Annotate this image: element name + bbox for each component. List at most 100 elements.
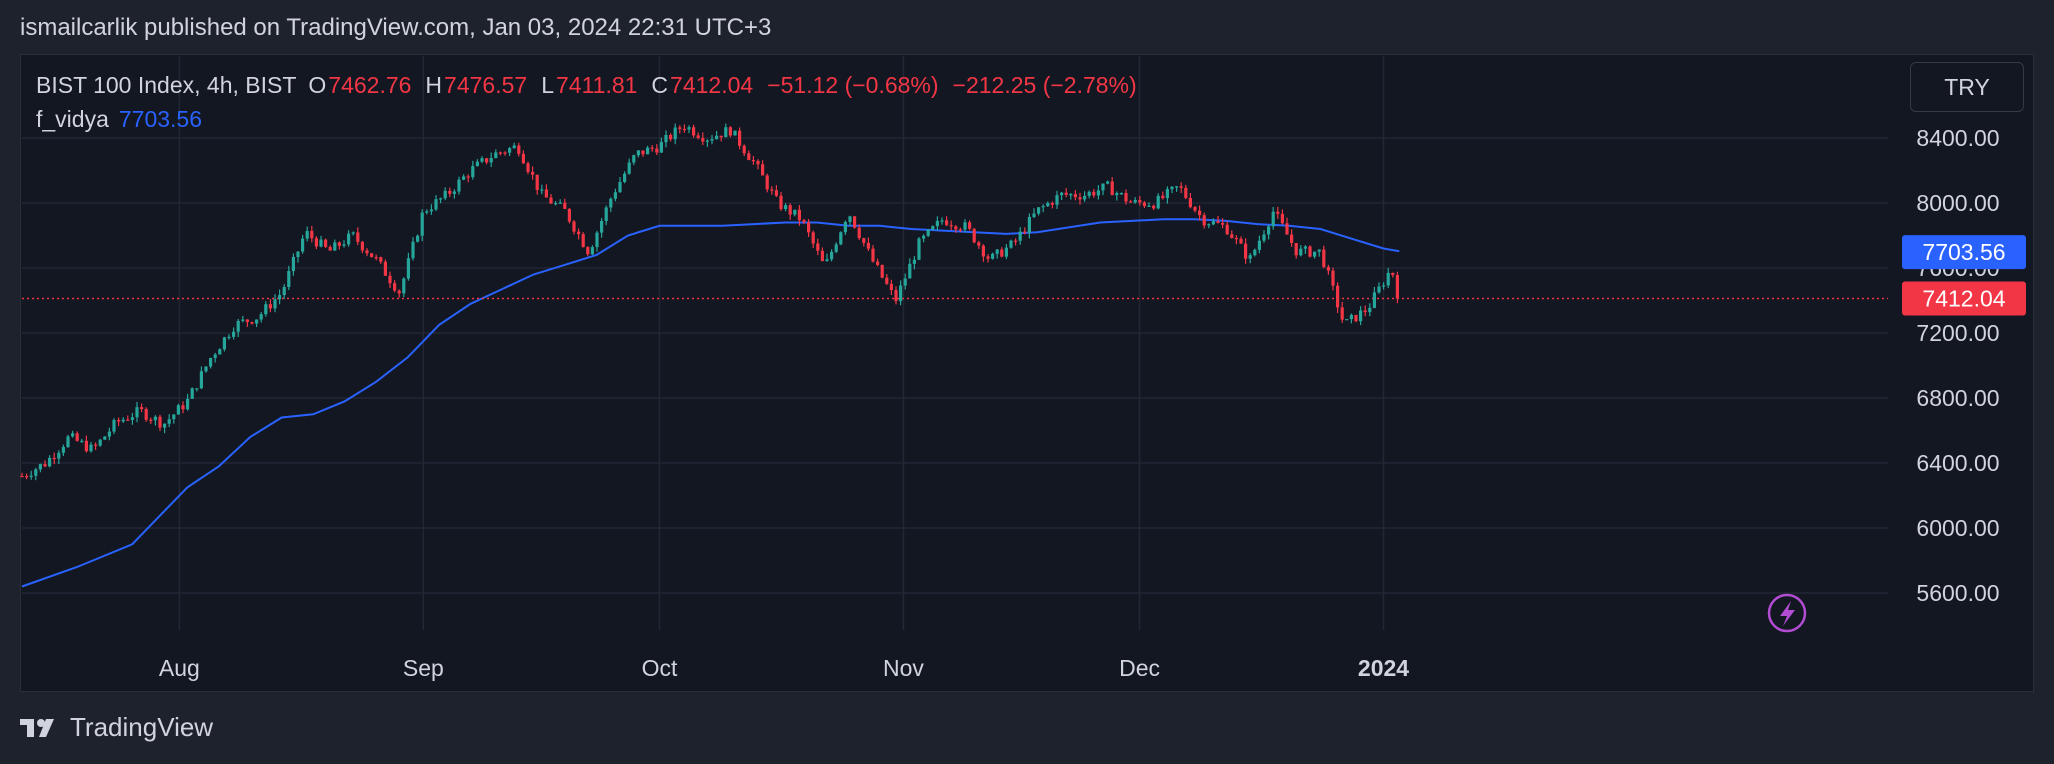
candle bbox=[89, 441, 93, 453]
high-label: H bbox=[425, 72, 443, 98]
candle bbox=[1345, 318, 1349, 321]
candle bbox=[434, 195, 438, 212]
candles-layer bbox=[20, 123, 1399, 481]
candle bbox=[1037, 207, 1041, 216]
candle bbox=[899, 280, 903, 306]
candle bbox=[517, 142, 521, 157]
candle bbox=[885, 273, 889, 285]
candle bbox=[977, 240, 981, 249]
currency-button[interactable]: TRY bbox=[1910, 62, 2024, 112]
candle bbox=[940, 217, 944, 225]
candle bbox=[264, 301, 268, 317]
candle bbox=[466, 174, 470, 183]
price-tick-label: 6800.00 bbox=[1916, 385, 1999, 411]
candle bbox=[641, 150, 645, 157]
candle bbox=[181, 401, 185, 414]
candle bbox=[908, 258, 912, 279]
candle bbox=[623, 171, 627, 184]
candle bbox=[1326, 264, 1330, 275]
time-tick-label: Nov bbox=[883, 655, 924, 681]
candle bbox=[857, 224, 861, 241]
candle bbox=[172, 413, 176, 424]
candle bbox=[1161, 191, 1165, 200]
tradingview-footer[interactable]: TradingView bbox=[20, 712, 213, 743]
candle bbox=[797, 205, 801, 226]
candle bbox=[692, 124, 696, 138]
candle bbox=[632, 154, 636, 166]
candle bbox=[724, 123, 728, 138]
candle bbox=[1018, 227, 1022, 245]
candle bbox=[600, 218, 604, 238]
candle bbox=[471, 160, 475, 180]
candle bbox=[627, 158, 631, 175]
candle bbox=[448, 187, 452, 198]
candle bbox=[843, 220, 847, 236]
candle bbox=[337, 241, 341, 250]
indicator-legend[interactable]: f_vidya 7703.56 bbox=[36, 106, 202, 133]
candle bbox=[526, 161, 530, 175]
candle bbox=[655, 144, 659, 155]
candle bbox=[1152, 204, 1156, 210]
candle bbox=[581, 232, 585, 248]
candle bbox=[163, 423, 167, 434]
candle bbox=[876, 258, 880, 267]
candle bbox=[1253, 248, 1257, 257]
candle bbox=[103, 436, 107, 440]
candle bbox=[222, 336, 226, 352]
indicator-badge-text: 7703.56 bbox=[1922, 239, 2005, 265]
price-axis: 5600.006000.006400.006800.007200.007600.… bbox=[1916, 125, 1999, 606]
candle bbox=[273, 294, 277, 313]
candle bbox=[1336, 282, 1340, 314]
candle bbox=[1248, 253, 1252, 264]
candle bbox=[503, 151, 507, 156]
candle bbox=[1331, 267, 1335, 291]
candle bbox=[1313, 251, 1317, 259]
candle bbox=[71, 430, 75, 438]
candle bbox=[140, 403, 144, 413]
candle bbox=[107, 427, 111, 441]
lightning-icon[interactable] bbox=[1767, 593, 1807, 633]
candle bbox=[1175, 186, 1179, 192]
candle bbox=[1156, 193, 1160, 210]
candle bbox=[1133, 197, 1137, 204]
vidya-layer bbox=[21, 218, 1888, 588]
candle bbox=[1014, 238, 1018, 246]
candle bbox=[986, 254, 990, 263]
candle bbox=[462, 174, 466, 181]
tradingview-logo-icon bbox=[20, 718, 54, 737]
candle bbox=[282, 284, 286, 300]
candle bbox=[429, 204, 433, 215]
candle bbox=[1359, 306, 1363, 326]
candle bbox=[595, 230, 599, 252]
candle bbox=[719, 135, 723, 142]
candle bbox=[457, 176, 461, 195]
high-value: 7476.57 bbox=[444, 72, 528, 98]
symbol-title[interactable]: BIST 100 Index, 4h, BIST bbox=[36, 72, 297, 98]
candle bbox=[1221, 218, 1225, 229]
last-price-badge-text: 7412.04 bbox=[1922, 286, 2005, 312]
candle bbox=[1170, 186, 1174, 194]
candle bbox=[1244, 238, 1248, 264]
candle bbox=[351, 231, 355, 236]
candle bbox=[1129, 199, 1133, 203]
candle bbox=[512, 142, 516, 149]
close-value: 7412.04 bbox=[670, 72, 754, 98]
candle bbox=[1055, 190, 1059, 209]
chart-pane[interactable] bbox=[20, 54, 2034, 692]
candle bbox=[356, 227, 360, 246]
candle bbox=[199, 366, 203, 390]
candle bbox=[880, 264, 884, 279]
candle bbox=[1262, 230, 1266, 243]
candle bbox=[1234, 235, 1238, 245]
time-tick-label: 2024 bbox=[1358, 655, 1409, 681]
change-value: −51.12 (−0.68%) bbox=[767, 72, 939, 98]
candle bbox=[807, 219, 811, 237]
candle bbox=[98, 438, 102, 447]
candle bbox=[75, 431, 79, 442]
candle bbox=[475, 159, 479, 167]
candle bbox=[176, 403, 180, 415]
open-value: 7462.76 bbox=[328, 72, 412, 98]
candle bbox=[687, 125, 691, 134]
candle bbox=[586, 246, 590, 257]
